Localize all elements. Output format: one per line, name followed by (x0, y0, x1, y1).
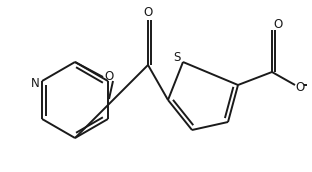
Text: N: N (31, 77, 39, 89)
Text: O: O (273, 18, 283, 30)
Text: S: S (173, 51, 181, 63)
Text: O: O (144, 6, 153, 19)
Text: O: O (105, 69, 114, 83)
Text: O: O (295, 80, 305, 94)
